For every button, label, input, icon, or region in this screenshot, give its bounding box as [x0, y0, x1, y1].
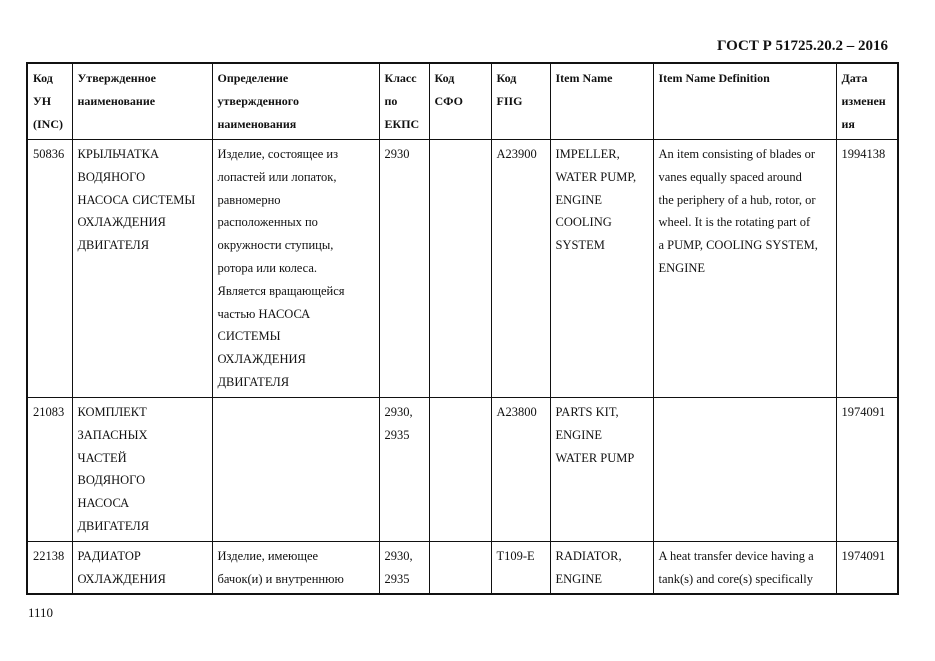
cell-item-name: IMPELLER, WATER PUMP, ENGINE COOLING SYS…: [549, 139, 654, 398]
column-header-approved-name: Утвержденное наименование: [71, 62, 213, 140]
data-table: Код УН (INC) Утвержденное наименование О…: [26, 62, 899, 595]
cell-change-date: 1994138: [835, 139, 899, 398]
cell-inc: 21083: [26, 397, 73, 542]
column-header-sfo: Код СФО: [428, 62, 492, 140]
cell-change-date: 1974091: [835, 541, 899, 595]
cell-class: 2930, 2935: [378, 541, 430, 595]
column-header-definition: Определение утвержденного наименования: [211, 62, 380, 140]
cell-change-date: 1974091: [835, 397, 899, 542]
cell-sfo: [428, 397, 492, 542]
cell-fiig: T109-E: [490, 541, 551, 595]
column-header-item-name-definition: Item Name Definition: [652, 62, 837, 140]
cell-approved-name: КРЫЛЬЧАТКА ВОДЯНОГО НАСОСА СИСТЕМЫ ОХЛАЖ…: [71, 139, 213, 398]
cell-sfo: [428, 541, 492, 595]
cell-inc: 22138: [26, 541, 73, 595]
column-header-fiig: Код FIIG: [490, 62, 551, 140]
table-row: 21083 КОМПЛЕКТ ЗАПАСНЫХ ЧАСТЕЙ ВОДЯНОГО Н…: [26, 397, 899, 542]
cell-item-name: RADIATOR, ENGINE: [549, 541, 654, 595]
column-header-inc: Код УН (INC): [26, 62, 73, 140]
cell-item-name-definition: A heat transfer device having a tank(s) …: [652, 541, 837, 595]
cell-item-name-definition: An item consisting of blades or vanes eq…: [652, 139, 837, 398]
table-row: 22138 РАДИАТОР ОХЛАЖДЕНИЯ Изделие, имеющее…: [26, 541, 899, 595]
cell-approved-name: КОМПЛЕКТ ЗАПАСНЫХ ЧАСТЕЙ ВОДЯНОГО НАСОСА…: [71, 397, 213, 542]
column-header-class: Класс по ЕКПС: [378, 62, 430, 140]
cell-sfo: [428, 139, 492, 398]
document-header: ГОСТ Р 51725.20.2 – 2016: [716, 38, 888, 54]
cell-definition: Изделие, состоящее из лопастей или лопат…: [211, 139, 380, 398]
cell-item-name-definition: [652, 397, 837, 542]
cell-fiig: A23900: [490, 139, 551, 398]
cell-fiig: A23800: [490, 397, 551, 542]
table-row: 50836 КРЫЛЬЧАТКА ВОДЯНОГО НАСОСА СИСТЕМЫ …: [26, 139, 899, 398]
cell-definition: [211, 397, 380, 542]
column-header-change-date: Дата изменен ия: [835, 62, 899, 140]
column-header-item-name: Item Name: [549, 62, 654, 140]
page-number: 1110: [28, 605, 54, 620]
cell-approved-name: РАДИАТОР ОХЛАЖДЕНИЯ: [71, 541, 213, 595]
cell-class: 2930, 2935: [378, 397, 430, 542]
table-header-row: Код УН (INC) Утвержденное наименование О…: [26, 62, 899, 140]
cell-definition: Изделие, имеющее бачок(и) и внутреннюю: [211, 541, 380, 595]
cell-class: 2930: [378, 139, 430, 398]
cell-item-name: PARTS KIT, ENGINE WATER PUMP: [549, 397, 654, 542]
cell-inc: 50836: [26, 139, 73, 398]
